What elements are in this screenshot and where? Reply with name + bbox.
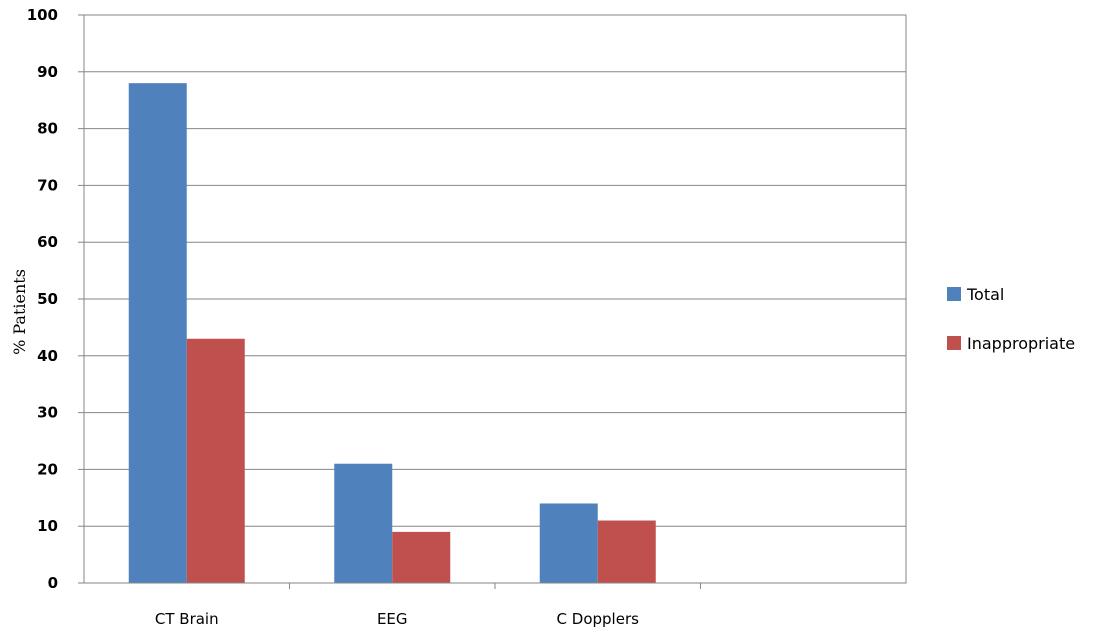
y-tick-label: 40	[37, 347, 58, 365]
y-tick-label: 0	[48, 574, 58, 592]
legend-label: Total	[966, 285, 1004, 304]
y-tick-label: 70	[37, 176, 58, 194]
legend-label: Inappropriate	[967, 334, 1075, 353]
y-tick-label: 20	[37, 460, 58, 478]
legend-swatch	[947, 336, 961, 350]
legend-swatch	[947, 287, 961, 301]
y-tick-label: 60	[37, 233, 58, 251]
bar-inappropriate	[186, 338, 245, 583]
x-tick-label: C Dopplers	[557, 610, 640, 628]
bar-total	[334, 463, 393, 583]
x-axis-ticks: CT Brain EEG C Dopplers	[155, 583, 701, 628]
bar-total	[539, 503, 598, 583]
y-axis-ticks: 0 10 20 30 40 50 60 70 80 90 100	[27, 6, 84, 592]
bar-total	[128, 83, 187, 583]
y-axis-label: % Patients	[10, 269, 29, 355]
y-tick-label: 30	[37, 404, 58, 422]
bars	[128, 83, 656, 583]
x-tick-label: EEG	[377, 610, 408, 628]
y-tick-label: 10	[37, 517, 58, 535]
y-tick-label: 90	[37, 63, 58, 81]
legend: Total Inappropriate	[947, 285, 1075, 353]
y-tick-label: 80	[37, 120, 58, 138]
y-tick-label: 100	[27, 6, 58, 24]
bar-inappropriate	[597, 520, 656, 583]
y-tick-label: 50	[37, 290, 58, 308]
bar-inappropriate	[392, 531, 451, 583]
x-tick-label: CT Brain	[155, 610, 219, 628]
